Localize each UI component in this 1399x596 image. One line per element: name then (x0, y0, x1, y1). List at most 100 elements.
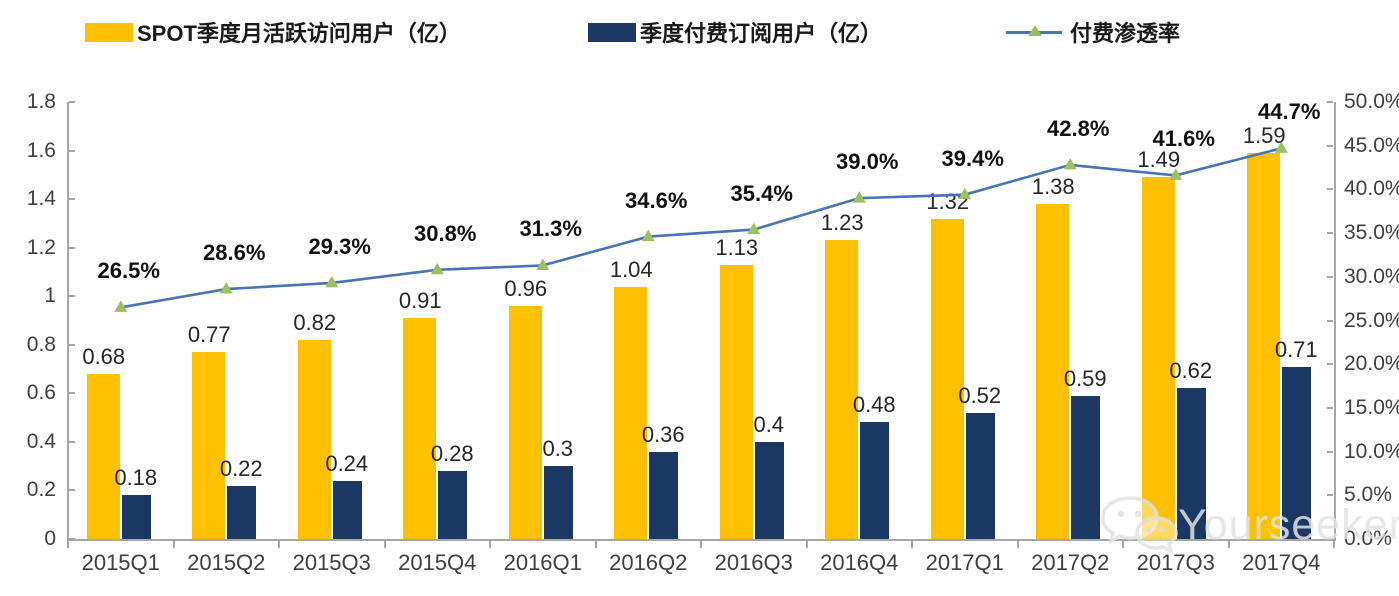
right-axis-tick (1327, 406, 1333, 409)
x-axis-tick (383, 541, 386, 548)
subscriber-bar (649, 451, 679, 539)
left-axis-tick (69, 149, 75, 152)
subscriber-value-label: 0.4 (753, 411, 785, 437)
penetration-line (120, 147, 1282, 309)
penetration-value-label: 29.3% (308, 233, 371, 259)
left-axis-tick-label: 1.2 (26, 235, 56, 259)
left-axis-tick (69, 538, 75, 540)
right-axis-tick-label: 10.0% (1344, 439, 1399, 463)
right-axis-tick (1327, 538, 1333, 540)
subscriber-bar (1176, 388, 1206, 539)
subscriber-bar (965, 412, 995, 539)
x-axis-tick (278, 541, 280, 548)
left-axis-tick (69, 489, 75, 492)
legend-swatch-subscriber-bar (588, 22, 636, 42)
left-axis-tick-label: 1.6 (26, 138, 56, 162)
subscriber-bar (543, 466, 573, 539)
penetration-value-label: 30.8% (414, 220, 477, 246)
subscriber-value-label: 0.3 (542, 436, 574, 462)
mau-value-label: 0.91 (398, 288, 442, 314)
watermark-text: Yourseeker (1178, 500, 1399, 549)
triangle-marker-icon (1063, 157, 1077, 170)
mau-value-label: 0.68 (82, 343, 126, 369)
x-axis-tick (489, 541, 491, 548)
right-axis-tick-label: 30.0% (1344, 264, 1399, 288)
subscriber-value-label: 0.36 (641, 421, 685, 447)
legend-label-subscribers: 季度付费订阅用户（亿） (640, 21, 883, 46)
left-axis-tick (69, 295, 75, 298)
right-axis-tick-label: 15.0% (1344, 395, 1399, 419)
subscriber-value-label: 0.52 (958, 382, 1002, 408)
penetration-value-label: 28.6% (203, 240, 266, 266)
x-axis-label: 2017Q2 (1031, 550, 1110, 575)
subscriber-bar (860, 422, 890, 539)
penetration-value-label: 39.4% (941, 145, 1004, 171)
subscriber-bar (1071, 395, 1101, 539)
penetration-value-label: 35.4% (730, 180, 793, 206)
right-axis-tick-label: 0.0% (1344, 527, 1392, 550)
mau-value-label: 0.96 (504, 275, 548, 301)
mau-value-label: 1.04 (609, 256, 653, 282)
left-axis-line (67, 102, 69, 541)
subscriber-bar (227, 485, 257, 539)
triangle-marker-icon (536, 258, 550, 270)
mau-bar (192, 352, 226, 539)
penetration-value-label: 41.6% (1152, 126, 1215, 152)
subscriber-value-label: 0.18 (114, 465, 158, 491)
x-axis-line (67, 539, 1335, 541)
left-axis-tick (69, 392, 75, 395)
x-axis-tick (1333, 541, 1335, 548)
left-axis-tick-label: 1 (44, 284, 56, 308)
penetration-value-label: 31.3% (519, 216, 582, 242)
triangle-marker-icon (747, 222, 761, 235)
subscriber-value-label: 0.59 (1063, 365, 1107, 391)
triangle-marker-icon (641, 229, 655, 242)
right-axis-tick (1327, 144, 1333, 147)
legend-item-penetration: 付费渗透率 (1006, 18, 1180, 46)
mau-bar (86, 373, 120, 539)
right-axis-tick (1327, 101, 1333, 103)
left-axis-tick (69, 246, 75, 249)
subscriber-value-label: 0.28 (430, 441, 474, 467)
legend-swatch-mau-bar (85, 22, 133, 42)
left-axis-tick-label: 0.2 (26, 478, 56, 502)
right-axis-tick (1327, 363, 1333, 366)
triangle-marker-icon (852, 191, 866, 203)
triangle-marker-icon (219, 282, 233, 294)
x-axis-tick (1016, 541, 1019, 548)
right-axis-tick-label: 5.0% (1344, 483, 1392, 507)
mau-bar (614, 286, 648, 539)
x-axis-tick (700, 541, 702, 548)
left-axis-tick-label: 1.8 (26, 90, 56, 113)
mau-value-label: 1.13 (715, 234, 759, 260)
right-axis-tick (1327, 319, 1333, 322)
left-axis-tick-label: 1.4 (26, 187, 56, 211)
right-axis-tick-label: 50.0% (1344, 90, 1399, 113)
right-axis-tick (1327, 232, 1333, 235)
subscriber-bar (1282, 366, 1312, 539)
legend-item-mau: SPOT季度月活跃访问用户（亿） (85, 18, 461, 46)
x-axis-tick (67, 541, 69, 548)
x-axis-tick (805, 541, 808, 548)
x-axis-label: 2017Q1 (925, 550, 1004, 575)
left-axis-tick (69, 343, 75, 346)
right-axis-tick-label: 45.0% (1344, 133, 1399, 157)
penetration-value-label: 26.5% (97, 258, 160, 284)
right-axis-tick (1327, 188, 1333, 191)
x-axis-label: 2016Q3 (714, 550, 793, 575)
legend-label-mau: SPOT季度月活跃访问用户（亿） (137, 21, 461, 46)
right-axis-tick-label: 40.0% (1344, 177, 1399, 201)
mau-value-label: 0.82 (293, 309, 337, 335)
mau-bar (297, 339, 331, 539)
triangle-marker-icon (325, 275, 339, 288)
right-axis-tick (1327, 450, 1333, 453)
legend-label-penetration: 付费渗透率 (1070, 21, 1181, 46)
subscriber-bar (121, 495, 151, 539)
mau-value-label: 1.23 (820, 210, 864, 236)
subscriber-bar (754, 441, 784, 539)
left-axis-tick-label: 0.6 (26, 381, 56, 405)
x-axis-label: 2017Q3 (1136, 550, 1215, 575)
x-axis-tick (594, 541, 597, 548)
